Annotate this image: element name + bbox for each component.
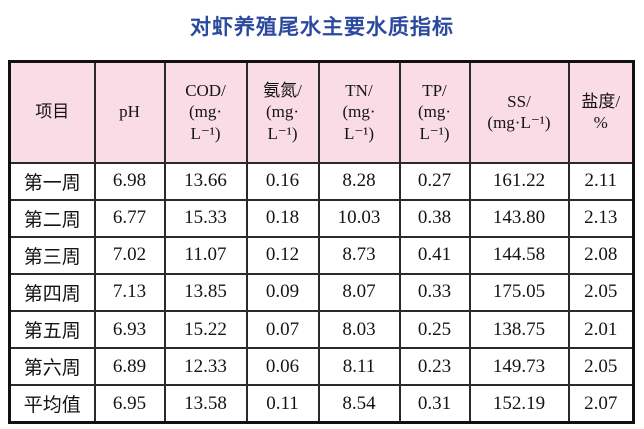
cell-ammonia: 0.16	[245, 161, 320, 201]
cell-ammonia: 0.07	[245, 310, 320, 350]
cell-salinity: 2.05	[567, 272, 635, 313]
header-item: 项目	[8, 60, 96, 164]
cell-salinity: 2.05	[567, 347, 635, 387]
header-cod: COD/ (mg· L⁻¹)	[163, 60, 248, 164]
row-label: 平均值	[8, 384, 96, 424]
cell-cod: 13.85	[163, 272, 248, 313]
cell-ph: 7.02	[93, 235, 166, 275]
page-title: 对虾养殖尾水主要水质指标	[190, 16, 454, 39]
cell-tp: 0.23	[398, 347, 471, 387]
cell-cod: 13.58	[163, 384, 248, 424]
cell-tn: 8.54	[317, 384, 401, 424]
cell-ph: 6.93	[93, 310, 166, 350]
row-label: 第三周	[8, 235, 96, 275]
cell-ss: 143.80	[468, 198, 570, 238]
cell-tn: 8.11	[317, 347, 401, 387]
cell-cod: 15.22	[163, 310, 248, 350]
cell-ss: 138.75	[468, 310, 570, 350]
header-ph: pH	[93, 60, 166, 164]
cell-ammonia: 0.12	[245, 235, 320, 275]
cell-cod: 15.33	[163, 198, 248, 238]
cell-tn: 10.03	[317, 198, 401, 238]
row-label: 第二周	[8, 198, 96, 238]
cell-tp: 0.31	[398, 384, 471, 424]
header-row: 项目 pH COD/ (mg· L⁻¹) 氨氮/ (mg· L⁻¹) TN/ (…	[8, 60, 635, 164]
table-row-average: 平均值 6.95 13.58 0.11 8.54 0.31 152.19 2.0…	[8, 384, 635, 424]
cell-tn: 8.73	[317, 235, 401, 275]
table-row: 第一周 6.98 13.66 0.16 8.28 0.27 161.22 2.1…	[8, 161, 635, 201]
cell-tn: 8.28	[317, 161, 401, 201]
cell-cod: 13.66	[163, 161, 248, 201]
cell-tn: 8.03	[317, 310, 401, 350]
cell-ammonia: 0.18	[245, 198, 320, 238]
cell-salinity: 2.08	[567, 235, 635, 275]
table-row: 第五周 6.93 15.22 0.07 8.03 0.25 138.75 2.0…	[8, 310, 635, 350]
table-row: 第四周 7.13 13.85 0.09 8.07 0.33 175.05 2.0…	[8, 272, 635, 313]
table-row: 第六周 6.89 12.33 0.06 8.11 0.23 149.73 2.0…	[8, 347, 635, 387]
row-label: 第六周	[8, 347, 96, 387]
cell-tn: 8.07	[317, 272, 401, 313]
cell-ss: 152.19	[468, 384, 570, 424]
cell-cod: 12.33	[163, 347, 248, 387]
cell-ammonia: 0.06	[245, 347, 320, 387]
cell-tp: 0.25	[398, 310, 471, 350]
header-salinity: 盐度/ %	[567, 60, 635, 164]
cell-tp: 0.27	[398, 161, 471, 201]
cell-ss: 144.58	[468, 235, 570, 275]
cell-cod: 11.07	[163, 235, 248, 275]
cell-ammonia: 0.11	[245, 384, 320, 424]
row-label: 第四周	[8, 272, 96, 313]
cell-ph: 6.98	[93, 161, 166, 201]
table-row: 第二周 6.77 15.33 0.18 10.03 0.38 143.80 2.…	[8, 198, 635, 238]
cell-salinity: 2.13	[567, 198, 635, 238]
cell-ph: 7.13	[93, 272, 166, 313]
row-label: 第五周	[8, 310, 96, 350]
cell-ss: 149.73	[468, 347, 570, 387]
cell-ss: 161.22	[468, 161, 570, 201]
cell-salinity: 2.11	[567, 161, 635, 201]
water-quality-table: 项目 pH COD/ (mg· L⁻¹) 氨氮/ (mg· L⁻¹) TN/ (…	[8, 60, 635, 424]
cell-ammonia: 0.09	[245, 272, 320, 313]
header-tn: TN/ (mg· L⁻¹)	[317, 60, 401, 164]
cell-tp: 0.41	[398, 235, 471, 275]
row-label: 第一周	[8, 161, 96, 201]
cell-ss: 175.05	[468, 272, 570, 313]
header-tp: TP/ (mg· L⁻¹)	[398, 60, 471, 164]
cell-ph: 6.77	[93, 198, 166, 238]
table-row: 第三周 7.02 11.07 0.12 8.73 0.41 144.58 2.0…	[8, 235, 635, 275]
cell-tp: 0.33	[398, 272, 471, 313]
header-ss: SS/ (mg·L⁻¹)	[468, 60, 570, 164]
header-ammonia-nitrogen: 氨氮/ (mg· L⁻¹)	[245, 60, 320, 164]
cell-salinity: 2.01	[567, 310, 635, 350]
cell-ph: 6.95	[93, 384, 166, 424]
cell-ph: 6.89	[93, 347, 166, 387]
cell-tp: 0.38	[398, 198, 471, 238]
cell-salinity: 2.07	[567, 384, 635, 424]
